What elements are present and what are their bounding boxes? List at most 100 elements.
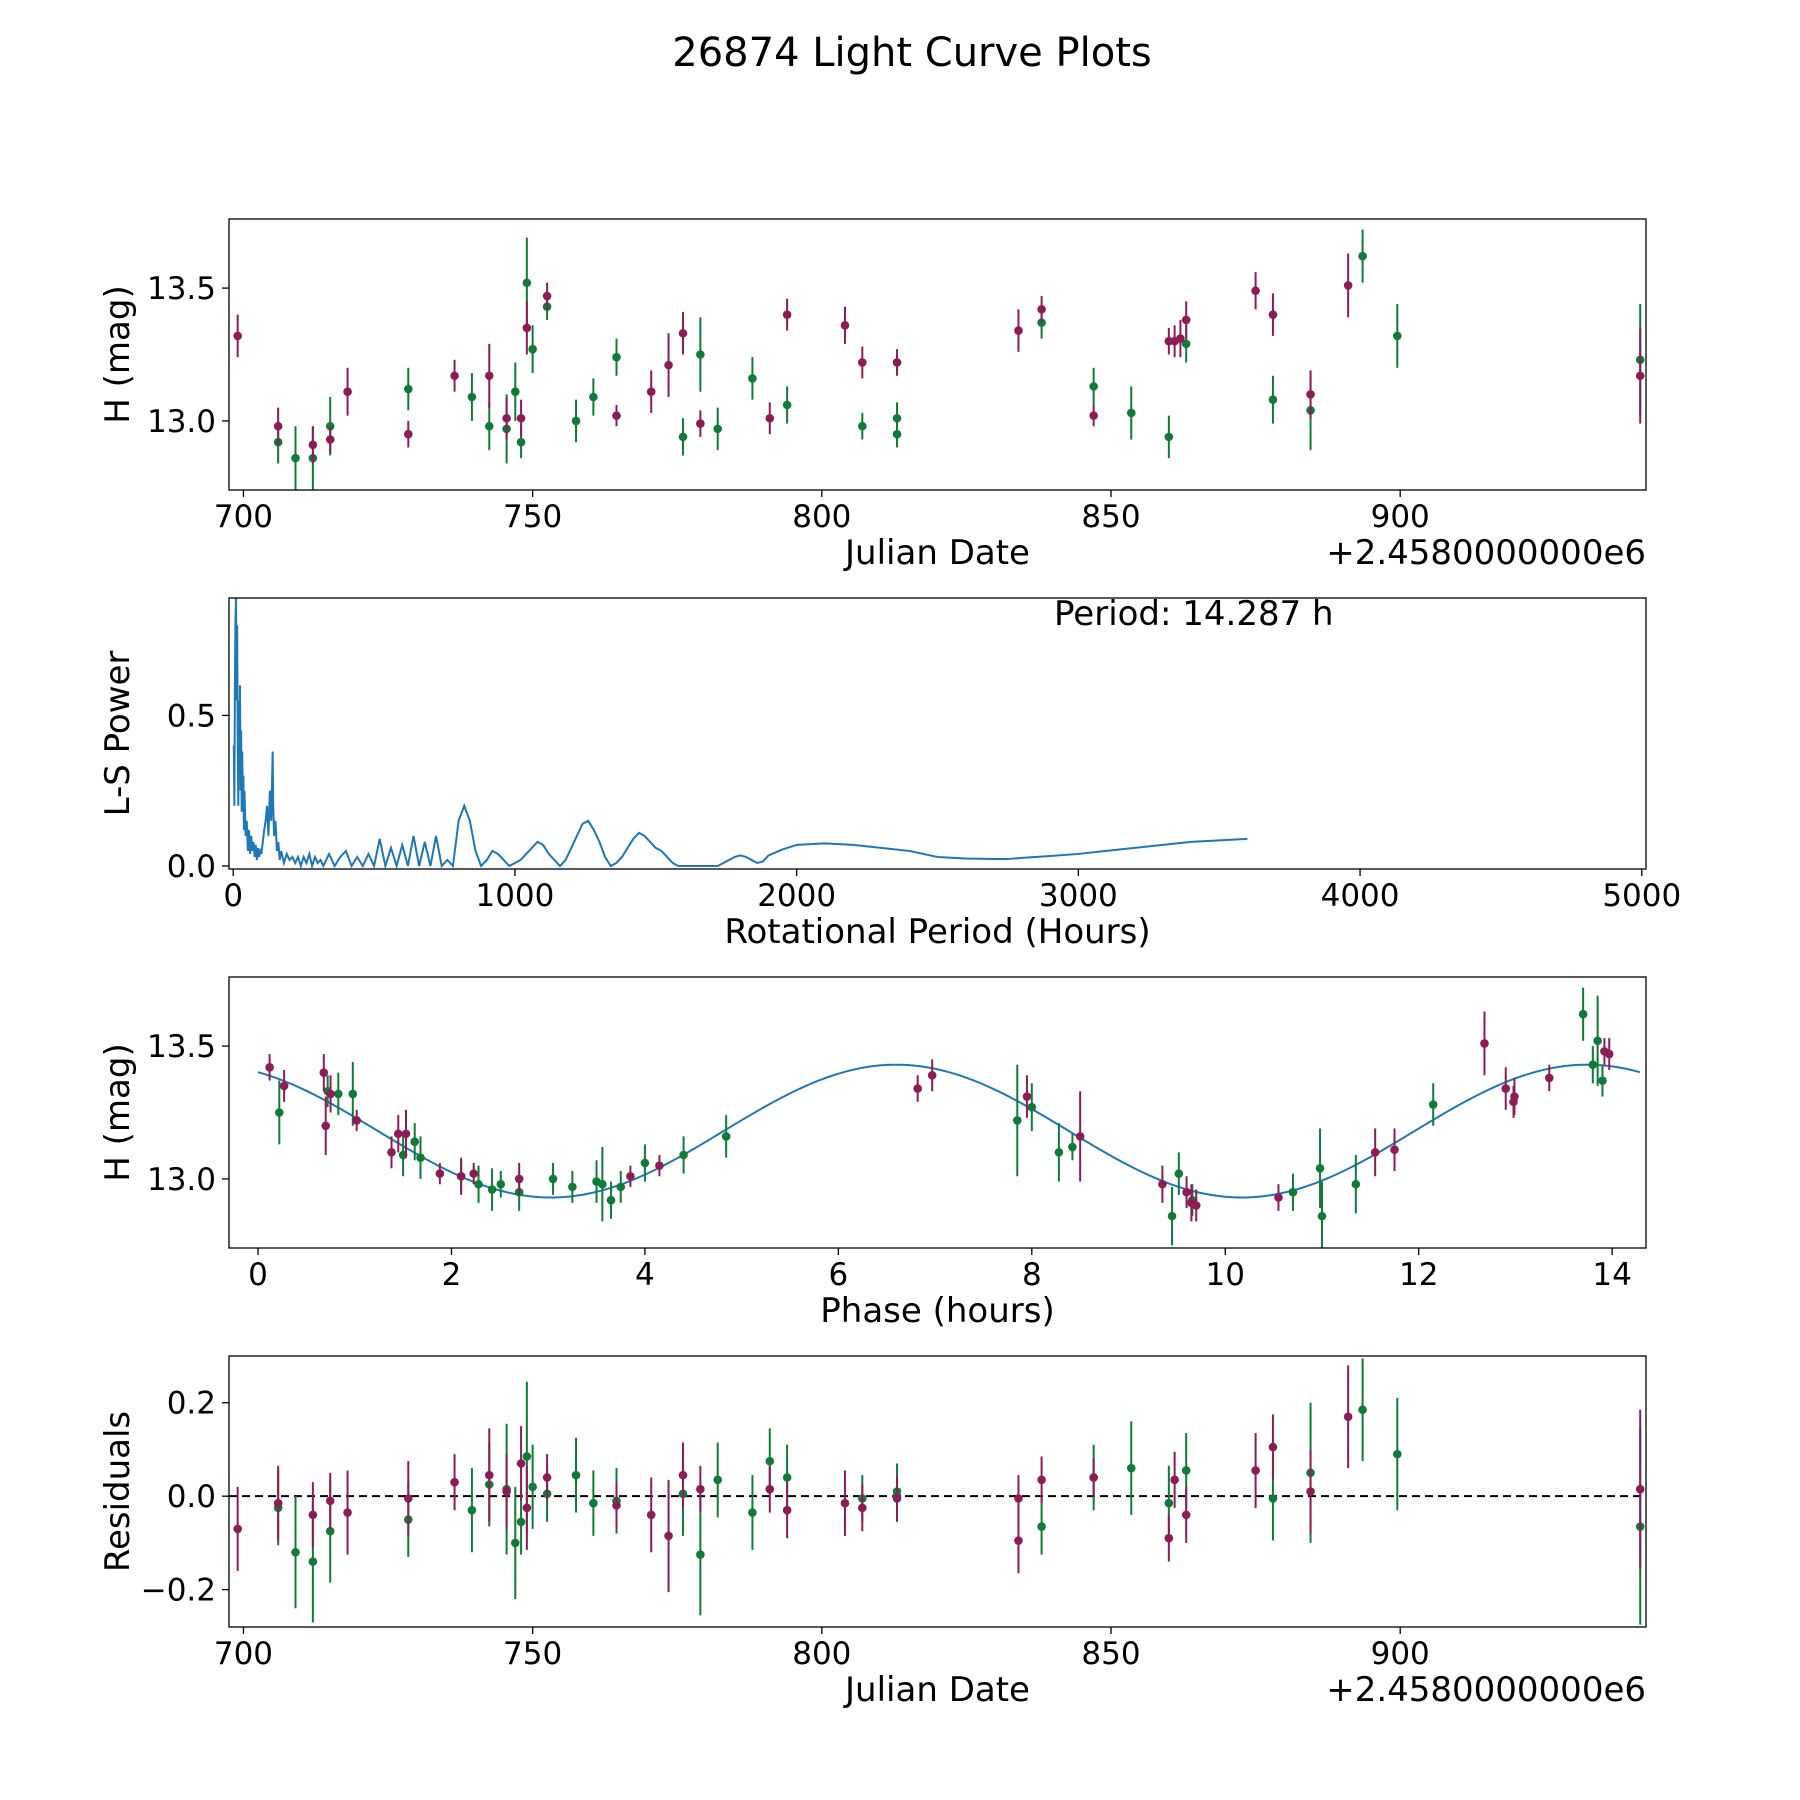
data-marker (1635, 1484, 1645, 1494)
data-marker (1164, 1533, 1174, 1543)
data-marker (1027, 1102, 1037, 1112)
data-marker (1176, 334, 1185, 343)
green-data-point (589, 378, 598, 416)
x-tick-label: 850 (1081, 1636, 1140, 1672)
data-marker (782, 400, 792, 410)
magenta-data-point (343, 1470, 352, 1555)
magenta-data-point (1181, 301, 1191, 339)
data-marker (1588, 1060, 1598, 1069)
x-tick-label: 0 (248, 1257, 268, 1293)
y-tick-label: 13.0 (147, 1162, 216, 1198)
green-data-point (1174, 1152, 1184, 1195)
data-marker (571, 416, 581, 426)
magenta-data-point (1014, 1475, 1023, 1522)
periodogram-plot-area (232, 598, 1248, 869)
magenta-series (265, 1011, 1614, 1222)
x-tick-label: 10 (1206, 1257, 1245, 1293)
x-tick-label: 8 (1022, 1257, 1042, 1293)
magenta-data-point (1510, 1077, 1519, 1116)
data-marker (1306, 1487, 1315, 1496)
magenta-data-point (1268, 1414, 1278, 1480)
data-marker (516, 1459, 526, 1468)
data-marker (435, 1169, 445, 1178)
magenta-data-point (403, 420, 413, 448)
x-tick-label: 900 (1371, 1636, 1430, 1672)
green-data-point (1588, 1046, 1598, 1084)
magenta-data-point (450, 359, 459, 392)
green-data-point (713, 407, 723, 451)
magenta-data-point (612, 404, 621, 427)
data-marker (1126, 408, 1136, 418)
magenta-data-point (696, 410, 705, 437)
green-data-point (1288, 1173, 1298, 1211)
green-data-point (782, 386, 792, 424)
data-marker (321, 1121, 331, 1131)
data-marker (522, 278, 532, 288)
data-marker (352, 1116, 361, 1125)
data-marker (1268, 1442, 1278, 1452)
data-marker (403, 384, 413, 394)
green-data-point (484, 402, 494, 451)
green-data-point (467, 1468, 477, 1553)
data-marker (1358, 1405, 1367, 1415)
magenta-data-point (892, 1475, 902, 1522)
green-data-point (612, 338, 621, 376)
magenta-data-point (1390, 1128, 1399, 1171)
data-marker (1126, 1463, 1136, 1473)
magenta-data-point (1037, 296, 1046, 323)
data-marker (542, 291, 552, 301)
green-data-point (1317, 1181, 1327, 1248)
green-data-point (1164, 415, 1174, 459)
green-series (273, 1358, 1645, 1625)
data-marker (233, 1524, 242, 1534)
data-marker (640, 1158, 650, 1168)
data-marker (892, 358, 902, 367)
green-data-point (1268, 375, 1278, 424)
data-marker (1428, 1100, 1438, 1109)
data-marker (233, 331, 242, 341)
x-tick-label: 800 (792, 499, 851, 535)
green-data-point (748, 357, 757, 400)
data-marker (528, 1482, 537, 1492)
magenta-data-point (542, 282, 552, 310)
phased-axes-frame (228, 976, 1647, 1249)
green-data-point (1393, 1398, 1402, 1511)
green-data-point (568, 1170, 577, 1203)
data-marker (1014, 1536, 1023, 1545)
data-marker (348, 1089, 358, 1099)
data-marker (696, 350, 705, 359)
data-marker (1501, 1084, 1511, 1093)
data-marker (1182, 1187, 1191, 1197)
magenta-data-point (319, 1054, 329, 1092)
data-marker (1191, 1201, 1201, 1210)
magenta-data-point (516, 399, 526, 437)
data-marker (291, 453, 300, 463)
green-data-point (528, 325, 537, 374)
magenta-data-point (840, 1470, 850, 1536)
data-marker (1268, 310, 1278, 319)
data-marker (1054, 1148, 1064, 1157)
magenta-data-point (233, 1486, 242, 1571)
magenta-data-point (233, 314, 242, 358)
data-marker (1174, 1169, 1184, 1178)
magenta-data-point (664, 1479, 673, 1592)
magenta-data-point (765, 402, 775, 435)
x-tick-label: 5000 (1602, 878, 1681, 914)
data-marker (1390, 1145, 1399, 1154)
x-tick-label: 12 (1399, 1257, 1438, 1293)
green-data-point (679, 1136, 688, 1174)
data-marker (571, 1470, 581, 1480)
green-data-point (1012, 1064, 1022, 1177)
phased-lightcurve-panel: 0 2 4 6 8 10 12 14 13.0 13.5 Phase (hours) H (mag) (98, 976, 1647, 1331)
magenta-data-point (522, 301, 532, 355)
magenta-data-point (321, 1096, 331, 1156)
magenta-data-point (516, 1426, 526, 1501)
magenta-data-point (542, 1454, 552, 1501)
green-data-point (678, 418, 688, 456)
data-marker (516, 437, 526, 447)
magenta-data-point (273, 1465, 283, 1541)
data-marker (612, 352, 621, 362)
green-data-point (640, 1144, 650, 1182)
period-annotation: Period: 14.287 h (1054, 594, 1334, 634)
